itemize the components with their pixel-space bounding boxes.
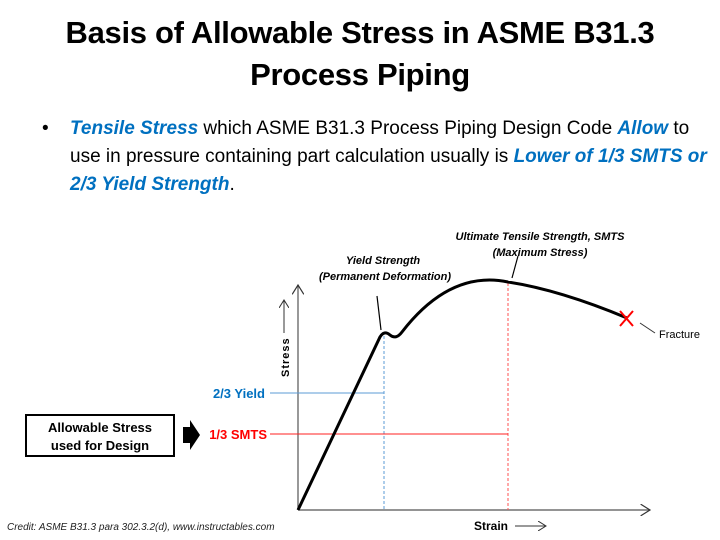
y-axis-label: Stress [280,337,292,377]
credit-text: Credit: ASME B31.3 para 302.3.2(d), www.… [7,522,275,533]
bullet-text: Tensile Stress which ASME B31.3 Process … [70,118,707,195]
yield-pointer [376,295,382,331]
fracture-label: Fracture [659,329,700,341]
stress-strain-curve [296,278,628,511]
yield-sublabel: (Permanent Deformation) [319,271,451,283]
uts-sublabel: (Maximum Stress) [493,247,588,259]
x-axis-label: Strain [474,519,508,533]
bullet-marker: • [42,118,49,139]
uts-label: Ultimate Tensile Strength, SMTS [456,231,626,243]
yield-label: Yield Strength [346,255,420,267]
uts-pointer [511,255,519,279]
allowable-stress-box: Allowable Stress used for Design [25,414,175,457]
one-third-smts-label: 1/3 SMTS [209,427,267,442]
block-arrow-icon [183,420,200,450]
fracture-pointer [639,322,656,334]
slide-title: Basis of Allowable Stress in ASME B31.3 … [65,15,655,92]
two-thirds-yield-label: 2/3 Yield [213,386,265,401]
fracture-x-icon [619,310,634,327]
